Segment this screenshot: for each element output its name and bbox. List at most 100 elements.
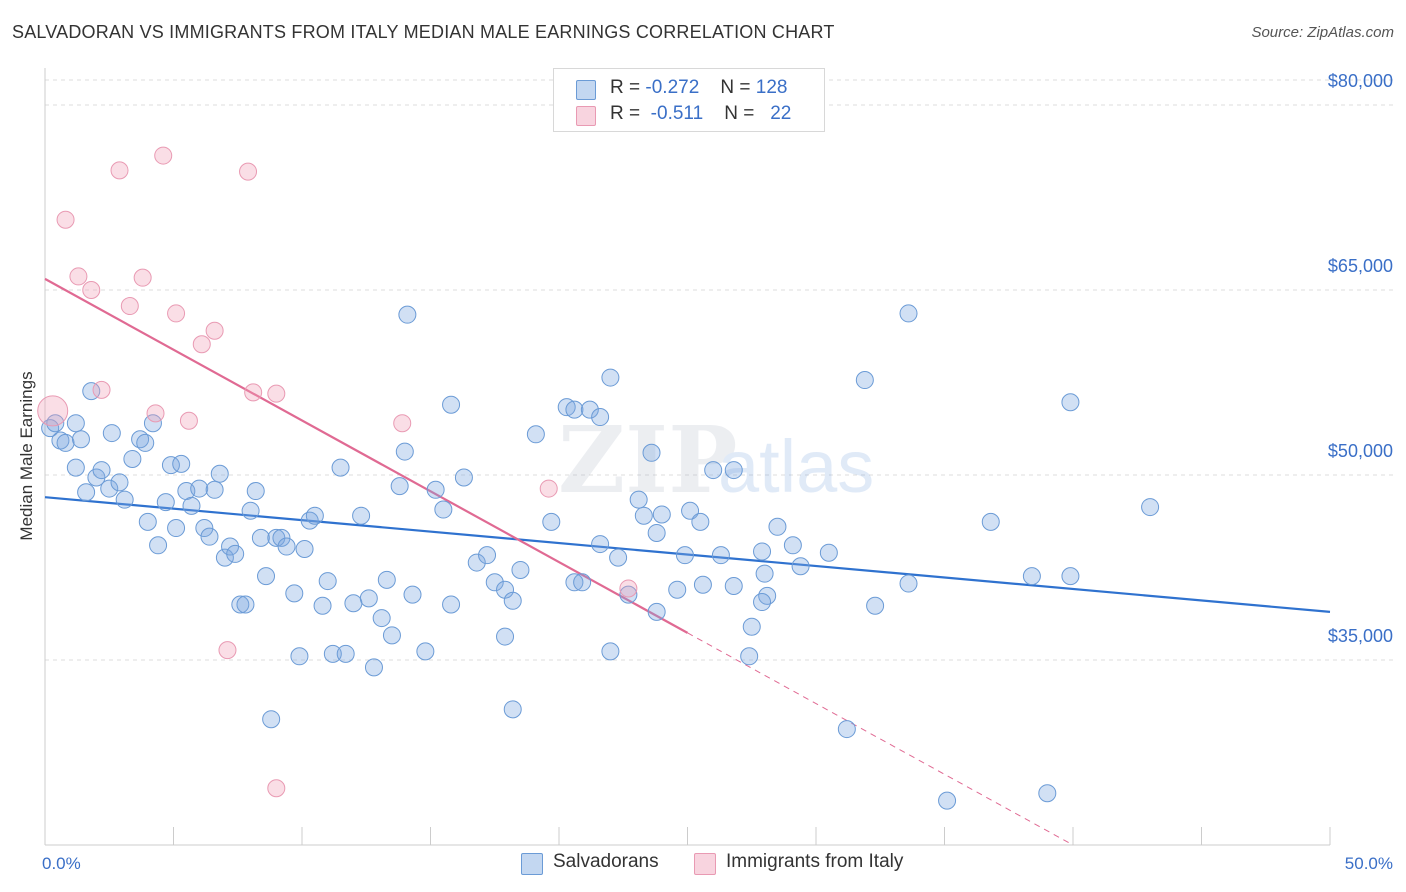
point-salvadoran bbox=[390, 477, 409, 496]
point-salvadoran bbox=[182, 496, 201, 515]
point-salvadoran bbox=[675, 546, 694, 565]
point-salvadoran bbox=[251, 528, 270, 547]
point-salvadoran bbox=[755, 564, 774, 583]
point-salvadoran bbox=[262, 710, 281, 729]
point-salvadoran bbox=[102, 424, 121, 443]
point-salvadoran bbox=[542, 512, 561, 531]
point-salvadoran bbox=[172, 454, 191, 473]
legend-n-label: N = bbox=[720, 77, 751, 98]
point-italy bbox=[267, 384, 286, 403]
point-salvadoran bbox=[66, 414, 85, 433]
point-salvadoran bbox=[837, 720, 856, 739]
point-salvadoran bbox=[377, 570, 396, 589]
point-italy bbox=[619, 579, 638, 598]
x-ticks bbox=[44, 827, 1331, 845]
point-salvadoran bbox=[167, 519, 186, 538]
point-salvadoran bbox=[46, 414, 65, 433]
trend-line-italy-extension bbox=[687, 632, 1074, 846]
point-salvadoran bbox=[485, 573, 504, 592]
point-salvadoran bbox=[526, 425, 545, 444]
y-tick-label: $80,000 bbox=[1328, 71, 1393, 91]
y-tick-label: $50,000 bbox=[1328, 441, 1393, 461]
point-salvadoran bbox=[56, 433, 75, 452]
point-salvadoran bbox=[426, 480, 445, 499]
point-salvadoran bbox=[416, 642, 435, 661]
point-salvadoran bbox=[753, 542, 772, 561]
point-salvadoran bbox=[668, 580, 687, 599]
point-salvadoran bbox=[609, 548, 628, 567]
point-italy bbox=[167, 304, 186, 323]
point-salvadoran bbox=[691, 512, 710, 531]
chart-title: SALVADORAN VS IMMIGRANTS FROM ITALY MEDI… bbox=[12, 22, 835, 42]
point-salvadoran bbox=[652, 505, 671, 524]
point-italy bbox=[82, 281, 101, 299]
point-salvadoran bbox=[573, 573, 592, 592]
point-salvadoran bbox=[149, 536, 168, 555]
legend-r-label: R = bbox=[610, 103, 641, 124]
point-salvadoran bbox=[215, 548, 234, 567]
legend-r-value: -0.511 bbox=[650, 103, 704, 124]
bottom-legend-label: Salvadorans bbox=[553, 851, 659, 872]
point-salvadoran bbox=[138, 512, 157, 531]
point-salvadoran bbox=[156, 493, 175, 512]
point-salvadoran bbox=[634, 506, 653, 525]
point-salvadoran bbox=[742, 617, 761, 636]
point-salvadoran bbox=[629, 490, 648, 509]
legend-n-value: 128 bbox=[755, 77, 788, 98]
point-salvadoran bbox=[100, 479, 119, 498]
point-salvadoran bbox=[51, 431, 70, 450]
point-salvadoran bbox=[511, 560, 530, 579]
point-salvadoran bbox=[205, 480, 224, 499]
point-salvadoran bbox=[591, 535, 610, 554]
point-salvadoran bbox=[866, 596, 885, 615]
point-salvadoran bbox=[336, 644, 355, 663]
point-italy bbox=[110, 161, 129, 180]
point-salvadoran bbox=[257, 567, 276, 586]
point-salvadoran bbox=[1038, 784, 1057, 803]
point-salvadoran bbox=[241, 501, 260, 520]
legend-r-value: -0.272 bbox=[645, 77, 700, 98]
point-salvadoran bbox=[724, 461, 743, 480]
point-salvadoran bbox=[395, 442, 414, 461]
point-salvadoran bbox=[285, 584, 304, 603]
point-salvadoran bbox=[591, 408, 610, 427]
point-italy bbox=[267, 779, 286, 798]
point-italy bbox=[539, 479, 558, 498]
point-salvadoran bbox=[313, 596, 332, 615]
legend-swatch-blue bbox=[576, 80, 596, 100]
point-italy bbox=[133, 268, 152, 287]
legend-r-label: R = bbox=[610, 77, 641, 98]
point-salvadoran bbox=[318, 572, 337, 591]
point-salvadoran bbox=[231, 595, 250, 614]
point-salvadoran bbox=[295, 540, 314, 558]
x-tick-label-min: 0.0% bbox=[42, 854, 81, 873]
point-salvadoran bbox=[791, 557, 810, 576]
point-salvadoran bbox=[753, 593, 772, 612]
point-salvadoran bbox=[136, 433, 155, 452]
point-salvadoran bbox=[1141, 498, 1160, 517]
point-salvadoran bbox=[1022, 567, 1041, 586]
point-salvadoran bbox=[496, 627, 515, 646]
point-salvadoran bbox=[681, 501, 700, 520]
point-italy bbox=[179, 411, 198, 430]
point-salvadoran bbox=[359, 589, 378, 608]
point-salvadoran bbox=[711, 546, 730, 565]
data-points bbox=[37, 146, 1160, 810]
point-salvadoran bbox=[110, 473, 129, 492]
point-salvadoran bbox=[434, 500, 453, 519]
point-salvadoran bbox=[190, 479, 209, 498]
y-axis-label: Median Male Earnings bbox=[17, 371, 36, 540]
correlation-legend: R = -0.272 N = 128 R = -0.511 N = 22 bbox=[553, 68, 825, 132]
point-salvadoran bbox=[246, 482, 265, 501]
point-italy bbox=[69, 267, 88, 286]
point-salvadoran bbox=[704, 461, 723, 480]
point-salvadoran bbox=[619, 585, 638, 604]
point-salvadoran bbox=[855, 371, 874, 390]
point-salvadoran bbox=[478, 546, 497, 565]
point-salvadoran bbox=[783, 536, 802, 555]
x-tick-label-max: 50.0% bbox=[1345, 854, 1393, 873]
y-tick-labels: $35,000 $50,000 $65,000 $80,000 bbox=[1328, 71, 1393, 646]
trend-line-salvadorans bbox=[44, 496, 1331, 613]
legend-n-value: 22 bbox=[770, 103, 792, 124]
